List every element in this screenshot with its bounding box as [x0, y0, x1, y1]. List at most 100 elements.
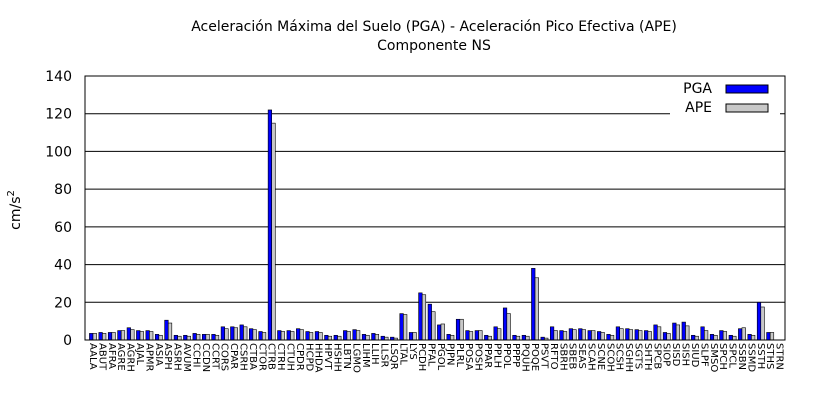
bar-ape-pjpn	[450, 334, 455, 341]
bar-pga-siop	[662, 332, 668, 341]
bar-pga-cors	[220, 326, 225, 341]
bar-ape-asia	[158, 334, 163, 341]
y-axis-label: cm/s2	[6, 190, 24, 230]
bar-ape-ccdn	[205, 334, 210, 341]
bar-pga-abut	[98, 332, 103, 341]
bar-ape-poqe	[534, 277, 539, 341]
x-tick-label: SHTH	[642, 343, 653, 371]
bar-pga-llsr	[380, 335, 385, 341]
bar-pga-posa	[465, 330, 470, 341]
bar-pga-cpdr	[296, 328, 301, 341]
x-tick-label: HSHH	[332, 343, 343, 372]
x-tick-label: SMSO	[708, 343, 719, 372]
bar-pga-sbrh	[559, 330, 564, 341]
x-tick-label: PPPP	[510, 343, 521, 367]
x-tick-label: SIOP	[661, 343, 672, 366]
bar-ape-shth	[647, 331, 652, 341]
x-tick-label: CCRT	[209, 343, 220, 370]
y-tick-label: 20	[54, 295, 72, 311]
x-tick-label: PLRL	[454, 343, 465, 368]
bar-pga-hshh	[333, 334, 338, 341]
bar-ape-hshh	[337, 335, 342, 341]
x-tick-label: SSBN	[736, 343, 747, 370]
bar-ape-cors	[224, 328, 229, 341]
x-tick-label: SSMD	[745, 343, 756, 372]
gridlines	[85, 113, 785, 303]
bar-ape-lys	[412, 332, 417, 341]
x-tick-label: STRN	[774, 343, 785, 370]
bar-pga-cchi	[192, 333, 197, 341]
bar-ape-hhda	[318, 332, 323, 341]
y-axis-label-superscript: 2	[6, 190, 17, 196]
x-tick-label: CCDN	[200, 343, 211, 372]
bar-ape-sish	[685, 325, 690, 341]
bar-ape-apmr	[149, 331, 154, 341]
bar-ape-pgol	[440, 323, 445, 341]
y-tick-label: 140	[45, 69, 72, 85]
bar-ape-siop	[666, 333, 671, 341]
bar-pga-scah	[587, 330, 592, 341]
x-tick-label: RFTO	[548, 343, 559, 370]
bar-ape-abut	[102, 333, 107, 341]
x-tick-label: APMR	[143, 343, 154, 371]
bar-ape-hcpd	[309, 332, 314, 341]
x-tick-label: LYS	[407, 343, 418, 360]
bar-ape-ctuh	[290, 331, 295, 341]
bar-pga-ctor	[258, 331, 263, 341]
x-tick-label: POQE	[529, 343, 540, 371]
bar-ape-plrl	[459, 318, 464, 341]
x-tick-label: ABUT	[96, 343, 107, 371]
bar-ape-cpdr	[299, 329, 304, 341]
x-tick-label: SLPF	[698, 343, 709, 367]
category-labels: AALAABUTAFRAAGREAGRHAJALAPMRASIAASPHASRH…	[87, 343, 785, 373]
bar-ape-ltal	[403, 314, 408, 341]
bar-ape-lihm	[365, 334, 370, 341]
bar-pga-pgol	[437, 324, 442, 341]
bar-ape-agre	[120, 330, 126, 341]
bar-pga-ltal	[399, 313, 404, 341]
bar-pga-siud	[691, 334, 696, 341]
y-axis-ticks: 0 20 40 60 80 100 120 140	[45, 69, 72, 349]
x-tick-label: AGRH	[125, 343, 136, 372]
bar-ape-ccrt	[214, 334, 220, 341]
bar-pga-slpf	[700, 326, 705, 341]
bar-pga-afra	[107, 332, 113, 341]
x-tick-label: SISD	[670, 343, 681, 367]
bar-pga-ctrb	[267, 109, 273, 341]
x-tick-label: LLSR	[379, 343, 390, 367]
bar-ape-sths	[769, 332, 775, 341]
bar-pga-spcb	[653, 324, 658, 341]
x-tick-label: LTAL	[397, 343, 408, 365]
bar-pga-sbeb	[568, 328, 573, 341]
y-tick-label: 0	[63, 333, 72, 349]
x-tick-label: AVUM	[181, 343, 192, 372]
bar-ape-posh	[478, 330, 483, 341]
bar-pga-ssbn	[738, 328, 743, 341]
bar-ape-ctrh	[280, 331, 285, 341]
x-tick-label: AJAL	[134, 343, 145, 365]
x-tick-label: STHS	[764, 343, 775, 369]
bar-pga-posh	[474, 330, 479, 341]
bar-ape-ssth	[760, 306, 765, 341]
bars	[89, 109, 775, 341]
bar-ape-scsh	[619, 328, 624, 341]
bar-pga-lgmo	[352, 329, 357, 341]
x-tick-label: CTBA	[247, 343, 258, 370]
x-tick-label: PFAL	[426, 343, 437, 367]
bar-ape-hpvt	[327, 335, 333, 341]
x-tick-label: SGTS	[633, 343, 644, 369]
bar-ape-ssmd	[751, 334, 756, 341]
bar-pga-lbtn	[343, 330, 348, 341]
x-tick-label: CCHI	[190, 343, 201, 367]
x-tick-label: LGMO	[350, 343, 361, 373]
x-tick-label: AFRA	[106, 343, 117, 369]
x-tick-label: SEAS	[576, 343, 587, 369]
bar-ape-seas	[581, 329, 586, 341]
x-tick-label: SCSH	[614, 343, 625, 370]
x-tick-label: LBTN	[341, 343, 352, 369]
bar-pga-pcdh	[418, 292, 423, 341]
bar-ape-scne	[600, 332, 605, 341]
bar-ape-pfal	[431, 311, 436, 341]
bar-ape-pppp	[515, 335, 521, 341]
